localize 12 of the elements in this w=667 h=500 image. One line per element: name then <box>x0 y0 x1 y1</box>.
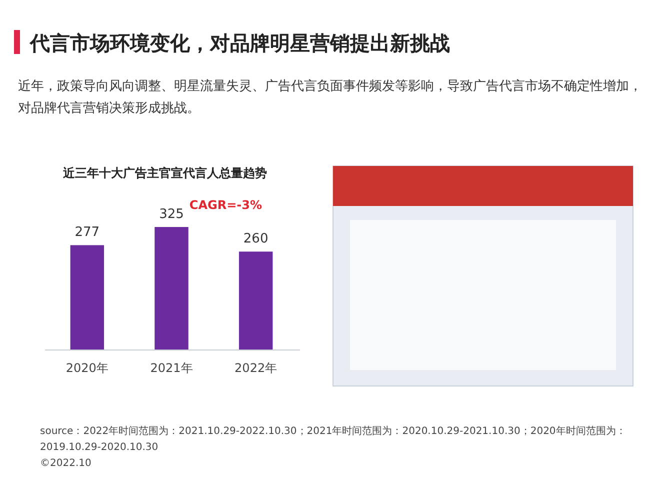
text: 近三年十大广告主官宣代言人总量趋势 <box>62 166 267 180</box>
x-tick-label: 2022年 <box>234 361 278 375</box>
chart-title: 代言市场环境变化，对品牌明星营销提出新挑战 <box>29 31 450 55</box>
text: ©2022.10 <box>40 457 92 471</box>
data-label: 260 <box>243 232 268 247</box>
x-tick-label: 2020年 <box>66 361 108 375</box>
source-note: source：2022年时间范围为：2021.10.29-2022.10.30；2021年时间范围为：2020.10.29-2021.10.30；2020年时间范围为：2019.10.29-2020.10.30 <box>40 424 627 455</box>
x-tick-label: 2021年 <box>150 361 193 375</box>
text: 近年，政策导向风向调整、明星流量失灵、广告代言负面事件频发等影响，导致广告代言市场不确定性增加，对品牌代言营销决策形成挑战。 <box>18 78 643 118</box>
text: CAGR=-3% <box>189 198 262 212</box>
data-label: 277 <box>74 225 100 240</box>
data-label: 325 <box>159 207 184 222</box>
